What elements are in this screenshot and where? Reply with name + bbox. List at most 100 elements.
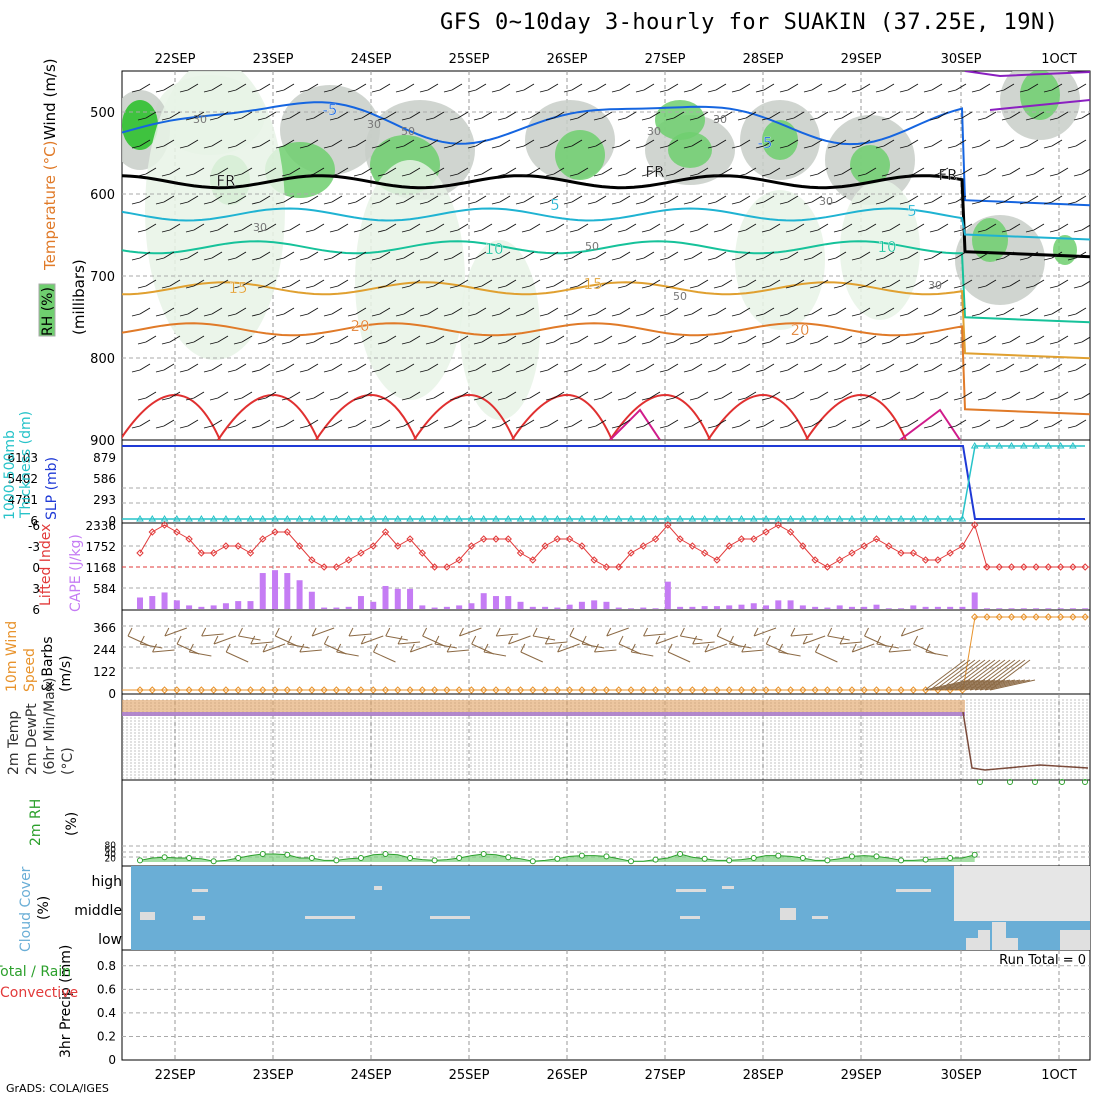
- wind-barb: [161, 391, 181, 401]
- lifted-index-marker: [209, 549, 218, 557]
- wind-barb: [419, 195, 439, 205]
- ylabel-rh2m: 2m RH: [28, 799, 44, 846]
- thickness-marker: [713, 515, 721, 522]
- wind-barb: [515, 83, 535, 93]
- thickness-marker: [283, 515, 292, 522]
- wind-barb: [1043, 139, 1063, 149]
- cape-bar: [308, 591, 315, 609]
- wind-barb: [329, 335, 349, 345]
- wind-barb: [683, 139, 703, 149]
- wind-barb: [521, 335, 541, 345]
- x-tick-label-top: 25SEP: [449, 52, 490, 67]
- wind-barb: [803, 363, 823, 373]
- ylabel-precip: 3hr Precip (mm): [58, 945, 74, 1058]
- wind-barb-10m: [152, 643, 175, 653]
- wind-barb: [1067, 195, 1087, 205]
- slp-tick: 293: [93, 493, 116, 507]
- thickness-marker: [246, 515, 255, 522]
- isotherm-label: 10: [484, 240, 503, 258]
- lifted-index-marker: [160, 521, 169, 529]
- wind-barb-10m: [139, 635, 163, 649]
- rh-contour-label: 50: [585, 240, 599, 253]
- wind-speed-marker: [921, 686, 930, 694]
- wind-barb: [923, 139, 943, 149]
- wind-barb-10m: [716, 627, 740, 647]
- wind-barb: [971, 195, 991, 205]
- cape-bar: [210, 605, 217, 609]
- thickness-marker: [798, 515, 807, 522]
- wind-barb: [563, 307, 583, 317]
- wind-barb: [161, 335, 181, 345]
- wind-barb: [755, 139, 775, 149]
- thickness-marker: [320, 515, 329, 522]
- wind-barb: [251, 363, 271, 373]
- wind-barb: [179, 195, 199, 205]
- wind-speed-marker: [737, 686, 746, 694]
- wind-barb-10m: [127, 627, 151, 647]
- wind-barb: [635, 307, 655, 317]
- wind-barb: [395, 139, 415, 149]
- wind-barb: [833, 335, 853, 345]
- lifted-index-marker: [443, 563, 451, 571]
- wind-speed-marker: [492, 686, 500, 694]
- wind-barb-10m: [606, 627, 629, 637]
- wind-barb: [569, 223, 589, 233]
- thickness-marker: [455, 515, 464, 522]
- wind-barb: [299, 251, 319, 261]
- lifted-index-marker: [455, 556, 463, 564]
- panel-frame: [121, 779, 1091, 867]
- wind-barb: [227, 251, 247, 261]
- cape-bar: [664, 581, 671, 609]
- thickness-marker: [811, 515, 820, 522]
- wind-barb: [857, 111, 877, 121]
- wind-speed-marker: [811, 686, 819, 694]
- wind-barb: [155, 83, 175, 93]
- cape-bar: [186, 605, 193, 609]
- cape-bar: [443, 606, 450, 609]
- thickness-marker: [614, 515, 623, 522]
- wind-barb: [881, 223, 901, 233]
- y-tick-label: 500: [90, 106, 115, 121]
- wind-barb: [737, 167, 757, 177]
- wind-barb: [257, 223, 277, 233]
- wind-speed-marker: [786, 686, 795, 694]
- wind-speed-marker: [430, 686, 439, 694]
- wind-barb: [545, 167, 565, 177]
- wind-barb: [683, 251, 703, 261]
- wind-barb: [563, 251, 583, 261]
- cape-bar: [689, 606, 696, 609]
- wind-barb: [713, 335, 733, 345]
- wind-barb: [737, 223, 757, 233]
- lifted-index-marker: [639, 542, 647, 550]
- wind-barb: [977, 167, 997, 177]
- wind-barb: [809, 111, 829, 121]
- lifted-index-marker: [394, 542, 402, 550]
- wind-speed-marker: [860, 686, 868, 694]
- wind-barb: [899, 195, 919, 205]
- wind-barb: [281, 167, 301, 177]
- wind-barb: [875, 363, 895, 373]
- cape-bar: [603, 601, 610, 609]
- wind-barb: [1019, 307, 1039, 317]
- thickness-marker: [933, 515, 942, 522]
- wind-barb: [209, 335, 229, 345]
- wind-barb: [545, 111, 565, 121]
- wind-barb: [995, 419, 1015, 429]
- wind-barb: [443, 419, 463, 429]
- lifted-index-marker: [958, 542, 967, 550]
- ylabel-cloud: Cloud Cover: [18, 866, 34, 952]
- wind-speed-marker: [615, 686, 623, 694]
- wind-barb: [1019, 195, 1039, 205]
- rh2m-marker: [407, 855, 414, 861]
- wind-speed-marker: [1044, 613, 1053, 621]
- isotherm-label: 20: [790, 321, 809, 339]
- wind-barb: [857, 279, 877, 289]
- dewpoint-marker: [977, 779, 983, 785]
- wind-barb: [209, 223, 229, 233]
- wind-barb: [659, 83, 679, 93]
- wind-barb: [923, 363, 943, 373]
- cape-bar: [775, 600, 782, 609]
- rh2m-marker: [799, 855, 806, 861]
- wind-barb: [851, 363, 871, 373]
- cloud-gap: [896, 889, 931, 892]
